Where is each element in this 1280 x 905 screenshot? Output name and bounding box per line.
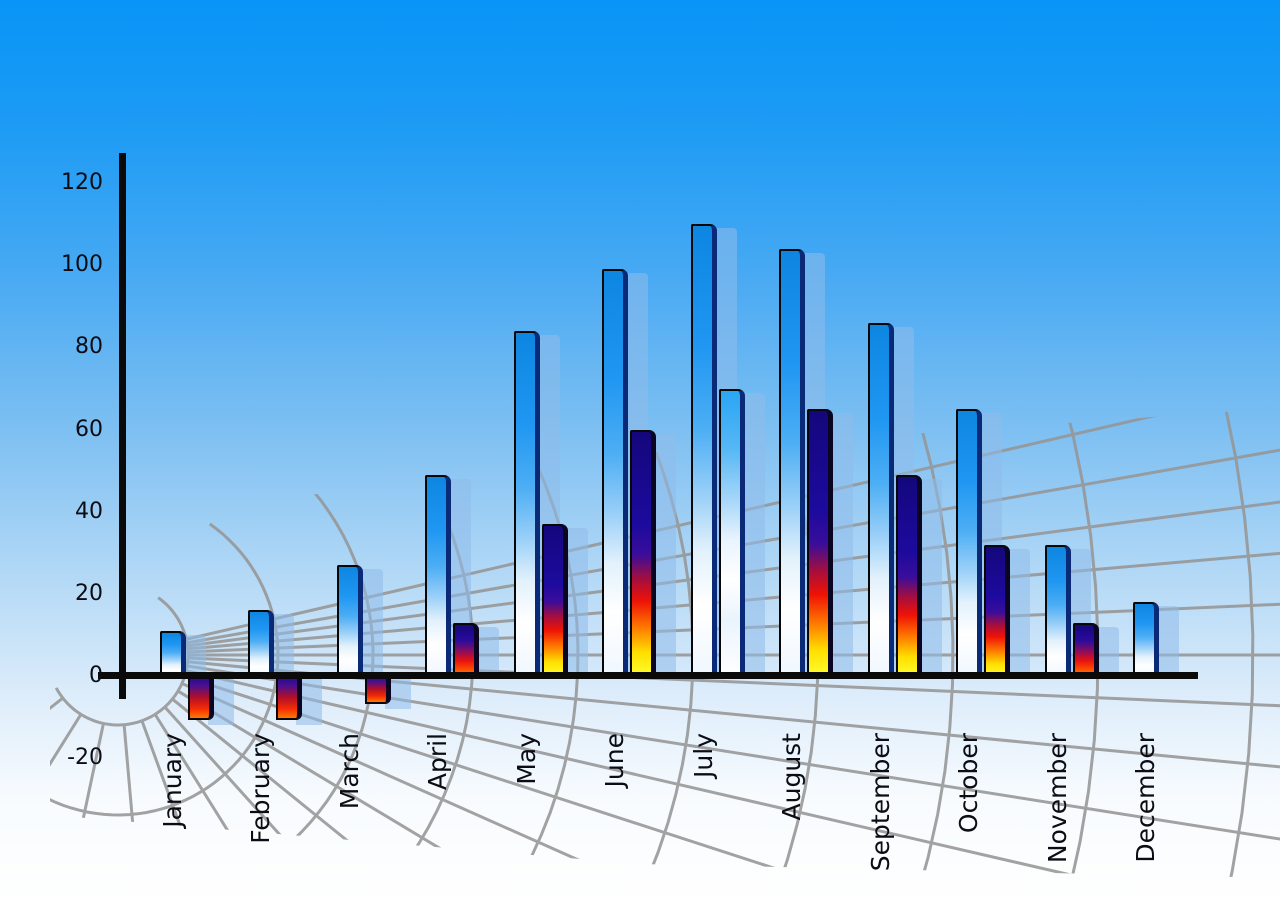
grid-radial-line: [184, 675, 1280, 878]
grid-radial-line: [187, 660, 1280, 793]
bar-august-series1: [779, 248, 806, 679]
bar-april-series1: [425, 474, 452, 679]
y-tick-label: 0: [89, 663, 103, 688]
y-tick-label: 20: [75, 580, 103, 606]
x-tick-label: December: [1130, 733, 1160, 863]
x-tick-label: April: [423, 733, 453, 791]
x-axis-baseline: [98, 672, 1198, 679]
bar-january-series2-negative: [188, 673, 214, 721]
bar-april-series2: [453, 622, 480, 679]
y-tick-label: 100: [61, 252, 103, 278]
bar-august-series2: [807, 409, 834, 679]
bar-june-series2: [630, 429, 657, 679]
grid-radial-line: [185, 669, 1280, 878]
x-tick-label: October: [954, 733, 984, 834]
bar-may-series1: [513, 331, 540, 679]
x-tick-label: November: [1042, 733, 1072, 864]
x-tick-label: February: [246, 733, 276, 844]
grid-radial-line: [187, 656, 1280, 719]
x-tick-label: June: [600, 733, 630, 788]
grid-radial-line: [187, 529, 1280, 651]
bar-february-series1: [248, 610, 275, 679]
y-tick-label: 60: [75, 416, 103, 442]
y-tick-label: 80: [75, 334, 103, 360]
bar-may-series2: [541, 524, 568, 679]
y-axis-line: [119, 153, 126, 699]
grid-radial-line: [187, 468, 1280, 648]
bar-february-series2-negative: [276, 673, 303, 721]
x-tick-label: July: [688, 733, 718, 778]
x-tick-label: August: [777, 733, 807, 821]
y-tick-label: 40: [75, 498, 103, 524]
bar-june-series1: [602, 269, 629, 679]
x-tick-label: January: [158, 733, 187, 828]
bar-july-series2: [718, 388, 745, 679]
x-tick-label: March: [334, 733, 364, 810]
x-tick-label: September: [865, 733, 895, 872]
x-tick-label: May: [511, 733, 541, 785]
grid-radial-line: [177, 689, 1280, 878]
y-tick-label: -20: [67, 745, 103, 771]
bar-december-series1: [1132, 602, 1159, 679]
grid-radial-line: [187, 591, 1280, 654]
bar-november-series2: [1072, 622, 1099, 679]
bar-october-series1: [956, 409, 983, 679]
grid-radial-line: [181, 682, 1280, 878]
grid-ring-line: [54, 596, 190, 727]
bar-november-series1: [1044, 544, 1071, 679]
bar-july-series1: [690, 224, 717, 679]
y-tick-label: 120: [61, 170, 103, 196]
bar-september-series2: [895, 474, 922, 679]
bar-september-series1: [867, 322, 894, 679]
bar-october-series2: [984, 544, 1011, 679]
bar-march-series1: [336, 565, 363, 679]
